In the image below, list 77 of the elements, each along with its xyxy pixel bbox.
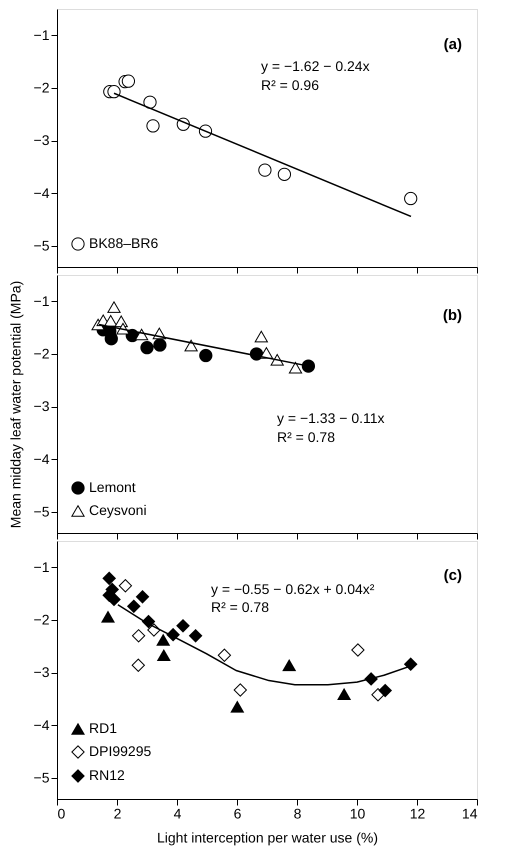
annotation: y = −1.62 − 0.24x: [261, 58, 370, 74]
point: [140, 341, 154, 354]
x-tick-label: 4: [174, 806, 182, 822]
point: [404, 658, 418, 671]
x-tick-label: 10: [350, 806, 366, 822]
point: [122, 74, 136, 88]
x-tick-label: 12: [410, 806, 426, 822]
legend-label: BK88–BR6: [89, 235, 158, 251]
point: [136, 590, 150, 604]
legend-label: RN12: [89, 767, 126, 783]
y-tick-label: −3: [34, 664, 50, 680]
point: [104, 332, 118, 346]
point: [176, 619, 190, 632]
point: [101, 611, 115, 623]
point: [258, 164, 272, 177]
point: [404, 192, 418, 206]
x-tick-label: 8: [294, 806, 302, 822]
point: [127, 600, 140, 613]
point: [278, 168, 292, 181]
y-tick-label: −1: [34, 292, 50, 309]
annotation: (c): [444, 567, 462, 584]
point: [218, 648, 232, 662]
x-tick-label: 0: [58, 806, 66, 822]
point: [146, 119, 160, 132]
y-tick-label: −2: [34, 345, 50, 362]
y-tick-label: −1: [34, 558, 50, 575]
point: [337, 688, 351, 700]
point: [132, 658, 145, 672]
point: [102, 572, 116, 586]
y-tick-label: −2: [34, 611, 50, 628]
y-tick-label: −5: [34, 769, 50, 786]
x-tick-label: 2: [114, 806, 122, 822]
point: [378, 684, 392, 698]
y-tick-label: −5: [34, 237, 50, 254]
annotation: R² = 0.96: [261, 77, 320, 93]
point: [234, 683, 247, 697]
legend-label: RD1: [89, 720, 118, 736]
y-tick-label: −4: [34, 716, 50, 733]
annotation: y = −1.33 − 0.11x: [277, 410, 385, 426]
point: [184, 340, 198, 352]
legend-label: DPI99295: [89, 743, 152, 759]
point: [107, 85, 121, 98]
y-tick-label: −1: [34, 26, 50, 43]
legend-label: Lemont: [89, 479, 136, 495]
point: [254, 330, 268, 342]
point: [371, 688, 385, 702]
y-tick-label: −5: [34, 503, 50, 520]
x-axis-title: Light interception per water use (%): [157, 830, 378, 846]
point: [288, 362, 302, 374]
point: [302, 359, 316, 373]
legend-label: Ceysvoni: [89, 502, 147, 518]
x-tick-label: 6: [234, 806, 242, 822]
annotation: (a): [444, 36, 462, 53]
point: [118, 579, 132, 592]
point: [132, 629, 146, 642]
y-axis-title: Mean midday leaf water potential (MPa): [8, 280, 24, 528]
y-tick-label: −3: [34, 398, 50, 414]
annotation: R² = 0.78: [277, 429, 336, 445]
annotation: R² = 0.78: [211, 599, 270, 615]
point: [282, 659, 296, 672]
point: [134, 328, 148, 340]
point: [188, 629, 202, 642]
y-tick-label: −4: [34, 184, 50, 201]
y-tick-label: −2: [34, 79, 50, 96]
annotation: (b): [442, 307, 462, 324]
point: [351, 643, 365, 657]
point: [199, 348, 212, 362]
point: [143, 96, 157, 109]
annotation: y = −0.55 − 0.62x + 0.04x²: [211, 581, 375, 597]
y-tick-label: −4: [34, 450, 50, 467]
point: [157, 649, 170, 662]
x-tick-label: 14: [462, 806, 478, 822]
point: [107, 301, 121, 313]
point: [153, 338, 167, 352]
point: [156, 634, 170, 646]
y-tick-label: −3: [34, 132, 50, 148]
point: [230, 701, 244, 713]
